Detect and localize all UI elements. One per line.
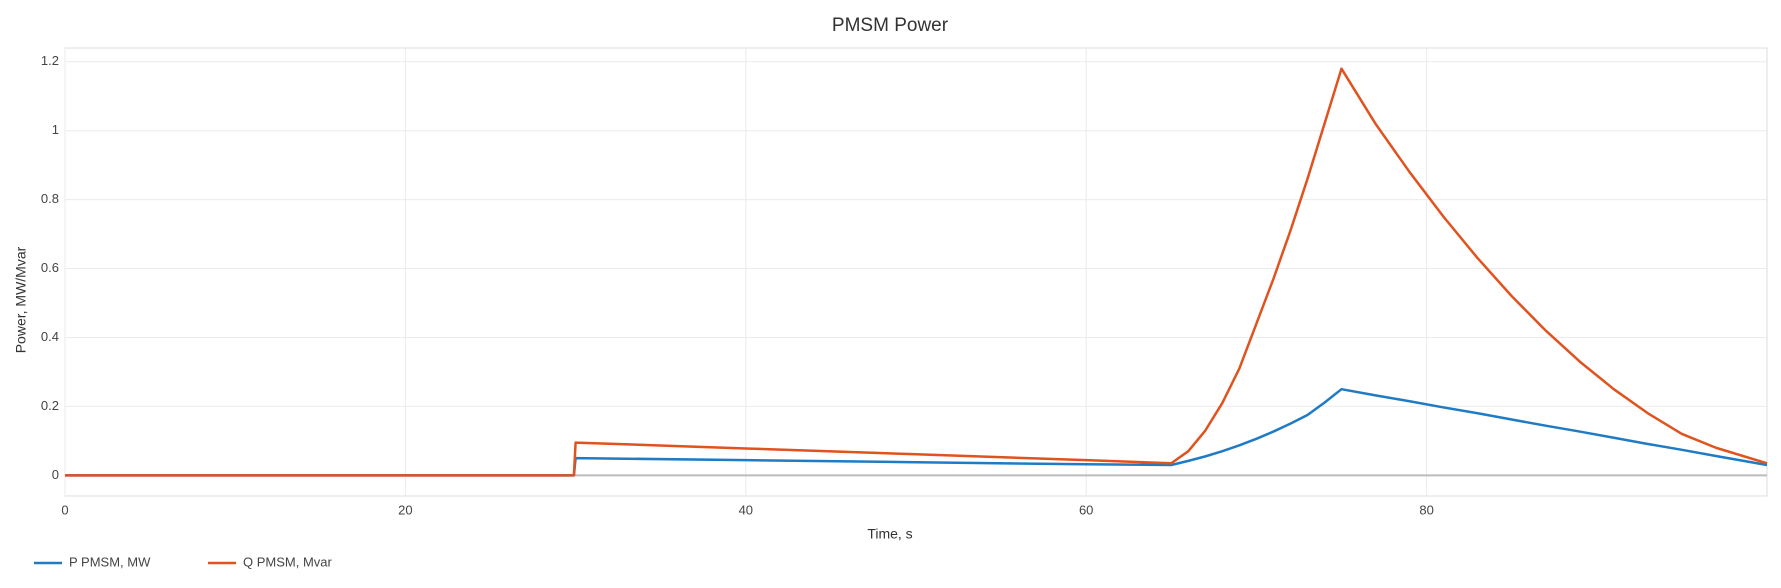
y-tick-label: 0.4 xyxy=(41,329,59,344)
y-tick-label: 0.2 xyxy=(41,398,59,413)
y-tick-label: 0.8 xyxy=(41,191,59,206)
x-tick-label: 40 xyxy=(739,502,753,517)
x-tick-label: 60 xyxy=(1079,502,1093,517)
legend-label: P PMSM, MW xyxy=(69,554,151,569)
x-axis-title: Time, s xyxy=(867,526,912,542)
chart-title: PMSM Power xyxy=(832,15,949,36)
y-tick-label: 0 xyxy=(52,467,59,482)
y-tick-label: 0.6 xyxy=(41,260,59,275)
y-tick-label: 1 xyxy=(52,122,59,137)
y-tick-label: 1.2 xyxy=(41,53,59,68)
legend-label: Q PMSM, Mvar xyxy=(243,554,333,569)
x-tick-label: 80 xyxy=(1419,502,1433,517)
series-line xyxy=(65,67,1768,477)
series-line xyxy=(65,387,1768,477)
x-tick-label: 0 xyxy=(61,502,68,517)
x-tick-label: 20 xyxy=(398,502,412,517)
y-axis-title: Power, MW/Mvar xyxy=(13,246,29,353)
plot-frame xyxy=(64,47,1768,497)
